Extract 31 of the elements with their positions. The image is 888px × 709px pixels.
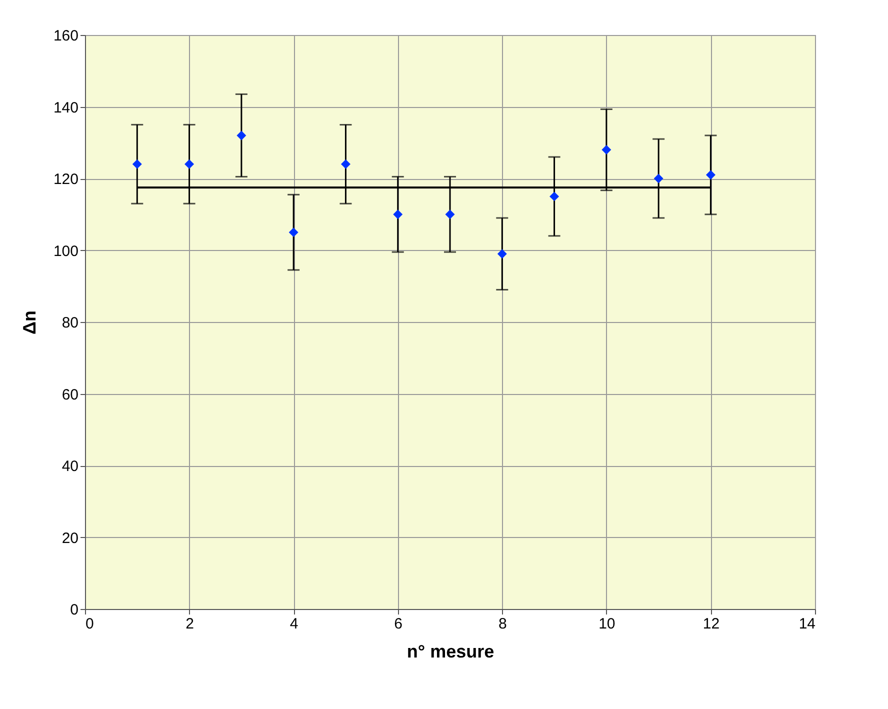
x-tick-label: 14 [798,616,816,632]
x-axis-title: n° mesure [406,642,494,662]
y-tick-label: 60 [62,386,78,404]
y-tick-label: 160 [53,28,78,44]
x-tick-label: 6 [394,616,403,632]
x-tick-label: 8 [498,616,507,632]
point [184,159,194,169]
x-tick-label: 2 [186,616,194,632]
y-tick-label: 100 [53,242,78,260]
y-axis-title: Δn [19,310,40,334]
point [497,249,507,259]
point [706,170,716,180]
x-tick-label: 0 [86,616,94,632]
point [445,210,455,220]
point [132,159,142,169]
point [602,145,612,155]
point [393,210,403,220]
y-tick-label: 40 [62,458,78,475]
point [340,159,350,169]
point [550,192,560,202]
y-tick-label: 140 [53,99,78,116]
y-tick-label: 20 [62,530,78,547]
point [654,174,664,184]
x-tick-label: 4 [290,616,298,632]
y-tick-label: 0 [70,602,78,618]
y-tick-label: 120 [53,171,78,188]
x-tick-label: 12 [702,616,720,632]
point [236,130,246,140]
x-tick-label: 10 [598,616,616,632]
point [288,228,298,238]
y-tick-label: 80 [62,314,78,332]
